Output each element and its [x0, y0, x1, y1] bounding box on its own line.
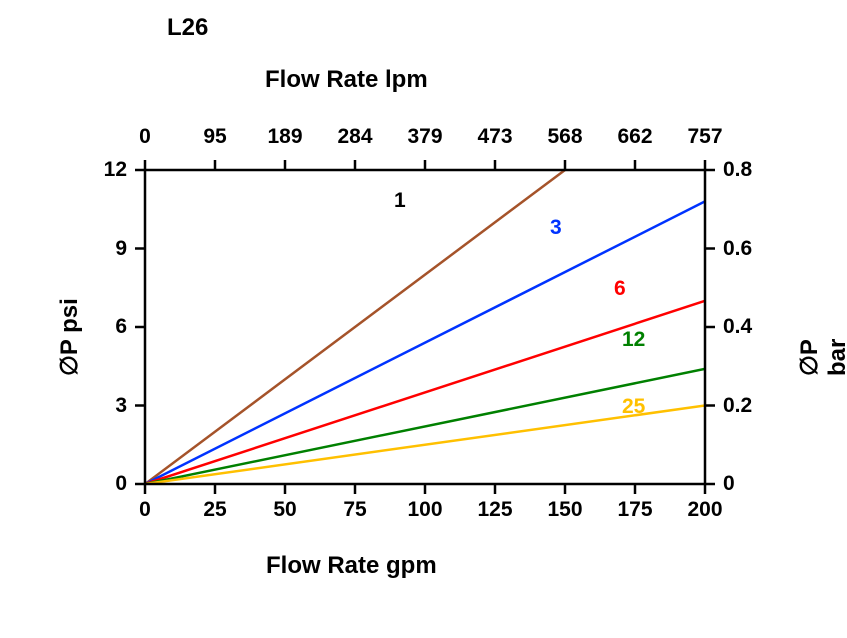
y-left-tick-label: 3 — [115, 394, 127, 418]
x-top-tick-label: 189 — [267, 125, 302, 149]
x-top-tick-label: 284 — [337, 125, 372, 149]
y-left-axis-title: ∅P psi — [55, 298, 84, 376]
x-top-axis-title: Flow Rate lpm — [265, 66, 428, 94]
x-bottom-tick-label: 150 — [547, 498, 582, 522]
y-left-tick-label: 0 — [115, 472, 127, 496]
series-line-6 — [145, 301, 705, 484]
x-top-tick-label: 757 — [687, 125, 722, 149]
x-bottom-tick-label: 125 — [477, 498, 512, 522]
y-right-axis-title: ∅P bar — [795, 324, 847, 376]
x-top-tick-label: 0 — [139, 125, 151, 149]
y-right-tick-label: 0 — [723, 472, 735, 496]
x-bottom-tick-label: 0 — [139, 498, 151, 522]
x-top-tick-label: 662 — [617, 125, 652, 149]
x-bottom-tick-label: 175 — [617, 498, 652, 522]
x-top-tick-label: 95 — [203, 125, 226, 149]
y-right-tick-label: 0.8 — [723, 158, 752, 182]
series-line-1 — [145, 170, 565, 484]
series-label-3: 3 — [550, 216, 562, 240]
y-left-tick-label: 9 — [115, 237, 127, 261]
x-bottom-tick-label: 25 — [203, 498, 226, 522]
x-bottom-axis-title: Flow Rate gpm — [266, 552, 437, 580]
series-label-1: 1 — [394, 189, 406, 213]
x-bottom-tick-label: 100 — [407, 498, 442, 522]
x-top-tick-label: 568 — [547, 125, 582, 149]
y-right-tick-label: 0.4 — [723, 315, 752, 339]
series-label-25: 25 — [622, 395, 645, 419]
y-right-tick-label: 0.2 — [723, 394, 752, 418]
chart-container: L26 Flow Rate lpm Flow Rate gpm ∅P psi ∅… — [0, 0, 847, 638]
x-top-tick-label: 473 — [477, 125, 512, 149]
y-left-tick-label: 12 — [104, 158, 127, 182]
x-bottom-tick-label: 75 — [343, 498, 366, 522]
series-label-12: 12 — [622, 328, 645, 352]
x-top-tick-label: 379 — [407, 125, 442, 149]
x-bottom-tick-label: 200 — [687, 498, 722, 522]
x-bottom-tick-label: 50 — [273, 498, 296, 522]
series-label-6: 6 — [614, 277, 626, 301]
chart-svg — [0, 0, 847, 638]
y-left-tick-label: 6 — [115, 315, 127, 339]
y-right-tick-label: 0.6 — [723, 237, 752, 261]
chart-title: L26 — [167, 14, 208, 42]
series-line-25 — [145, 406, 705, 485]
series-line-12 — [145, 369, 705, 484]
series-line-3 — [145, 201, 705, 484]
